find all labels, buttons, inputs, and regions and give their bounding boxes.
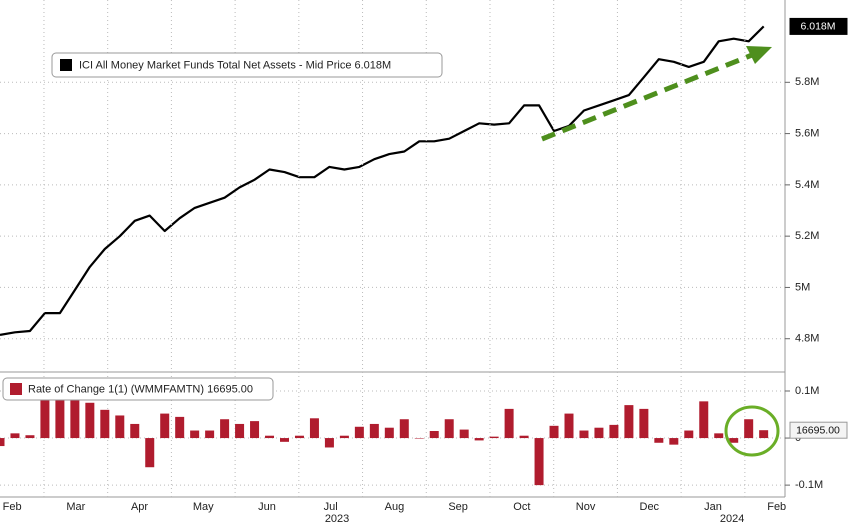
bar [100, 409, 110, 439]
bar [369, 423, 379, 439]
last-value-tag [789, 421, 848, 439]
bar [444, 419, 454, 439]
bar [55, 400, 65, 439]
year-label: 2023 [325, 513, 349, 525]
trend-arrow [541, 46, 772, 142]
bar [564, 413, 574, 439]
year-label: 2024 [720, 513, 744, 525]
bar [70, 400, 80, 439]
bar [759, 430, 769, 439]
x-tick-label: Jul [324, 501, 338, 513]
bar [414, 438, 424, 439]
y-tick-label: 5M [795, 281, 810, 293]
bar [145, 438, 155, 468]
y-tick-label: -0.1M [795, 479, 823, 491]
bar [115, 415, 125, 439]
bar [354, 426, 364, 439]
bar [309, 418, 319, 439]
bar [384, 427, 394, 439]
x-tick-label: Nov [576, 501, 596, 513]
bar [265, 435, 275, 439]
legend-label: Rate of Change 1(1) (WMMFAMTN) 16695.00 [28, 383, 253, 395]
bar [429, 431, 439, 439]
bar [654, 438, 664, 443]
legend-label: ICI All Money Market Funds Total Net Ass… [79, 59, 391, 71]
bar [399, 419, 409, 439]
highlight-circle [724, 405, 780, 457]
x-tick-label: Sep [448, 501, 468, 513]
bar [474, 438, 484, 441]
bar [294, 435, 304, 439]
legend-swatch [10, 383, 22, 395]
x-tick-label: Feb [3, 501, 22, 513]
bar [235, 423, 245, 439]
y-tick-label: 5.8M [795, 76, 819, 88]
bar [639, 408, 649, 439]
x-tick-label: Aug [385, 501, 405, 513]
bar [504, 408, 514, 439]
bar [609, 424, 619, 439]
bar [220, 419, 230, 439]
line [0, 25, 765, 336]
bar [714, 433, 724, 439]
bar [279, 438, 289, 442]
bar [40, 400, 50, 439]
x-tick-label: Jan [704, 501, 722, 513]
bar [459, 429, 469, 439]
y-tick-label: 5.6M [795, 127, 819, 139]
y-tick-label: 5.2M [795, 230, 819, 242]
bar [489, 436, 499, 439]
bar [175, 416, 185, 439]
bar [10, 433, 20, 439]
bar [669, 438, 679, 445]
bar [85, 402, 95, 439]
bar [519, 435, 529, 439]
trend-arrow-head [746, 46, 772, 64]
last-value-label: 16695.00 [796, 424, 840, 436]
y-tick-label: 4.8M [795, 333, 819, 345]
x-tick-label: Feb [767, 501, 786, 513]
x-tick-label: Dec [640, 501, 660, 513]
bar [25, 435, 35, 439]
bar [0, 438, 5, 447]
trend-arrow-shaft [541, 52, 753, 142]
x-tick-label: May [193, 501, 214, 513]
bar [250, 421, 260, 439]
bar [744, 419, 754, 439]
bar [130, 423, 140, 439]
x-tick-label: Oct [513, 501, 530, 513]
bar [699, 401, 709, 439]
legend-box [51, 52, 443, 78]
bar [339, 435, 349, 439]
bar [534, 438, 544, 486]
bar [624, 405, 634, 439]
bar [579, 430, 589, 439]
legend-box [2, 377, 274, 401]
last-value-label: 6.018M [800, 21, 835, 33]
bar [594, 427, 604, 439]
bar [729, 438, 739, 443]
bar [205, 430, 215, 439]
bar [549, 425, 559, 439]
bar [190, 430, 200, 439]
bar [324, 438, 334, 448]
x-tick-label: Mar [66, 501, 85, 513]
x-tick-label: Jun [258, 501, 276, 513]
legend-swatch [60, 59, 72, 71]
y-tick-label: 5.4M [795, 179, 819, 191]
bar [684, 430, 694, 439]
y-tick-label: 0.1M [795, 385, 819, 397]
last-value-tag [789, 17, 848, 35]
bar [160, 413, 170, 439]
x-tick-label: Apr [131, 501, 148, 513]
